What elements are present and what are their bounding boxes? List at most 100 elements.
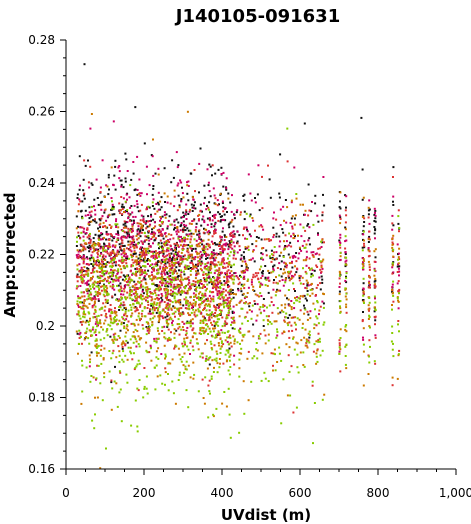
data-point [202, 295, 205, 298]
data-point [362, 282, 365, 285]
data-point [223, 213, 226, 216]
data-point [147, 231, 150, 234]
data-point [161, 315, 164, 318]
data-point [277, 289, 280, 292]
data-point [78, 155, 81, 158]
data-point [199, 329, 202, 332]
data-point [314, 308, 316, 311]
data-point [218, 276, 221, 279]
data-point [208, 379, 211, 382]
data-point [260, 224, 263, 227]
data-point [205, 254, 207, 257]
data-point [291, 255, 294, 258]
data-point [178, 206, 181, 209]
data-point [344, 194, 347, 197]
data-point [97, 242, 100, 244]
data-point [123, 279, 126, 282]
data-point [294, 296, 296, 299]
data-point [256, 357, 259, 360]
data-point [166, 201, 169, 204]
data-point [194, 207, 197, 210]
data-point [128, 257, 130, 260]
data-point [161, 276, 164, 278]
data-point [189, 324, 192, 327]
data-point [255, 274, 258, 277]
data-point [85, 232, 88, 234]
data-point [211, 262, 214, 265]
data-point [301, 295, 304, 298]
data-point [178, 353, 181, 356]
data-point [173, 257, 176, 260]
data-point [192, 280, 195, 283]
data-point [151, 205, 154, 207]
data-point [119, 388, 122, 391]
data-point [209, 211, 211, 214]
data-point [228, 301, 231, 304]
data-point [215, 256, 218, 259]
data-point [170, 285, 173, 288]
data-point [212, 187, 215, 190]
data-point [132, 245, 135, 248]
data-point [344, 209, 347, 212]
data-point [150, 296, 153, 299]
data-point [275, 258, 278, 261]
data-point [267, 380, 270, 383]
data-point [109, 245, 111, 248]
data-point [143, 257, 146, 260]
data-point [205, 357, 208, 360]
data-point [391, 222, 394, 225]
data-point [176, 283, 179, 286]
data-point [122, 197, 125, 200]
data-point [95, 178, 98, 181]
data-point [190, 259, 193, 262]
data-point [268, 255, 271, 258]
data-point [195, 239, 198, 242]
data-point [156, 263, 159, 266]
axes: 0.160.180.20.220.240.260.280 200 400 600 800… [28, 33, 471, 500]
data-point [363, 245, 366, 248]
data-point [163, 278, 165, 280]
data-point [141, 295, 144, 298]
data-point [338, 270, 341, 273]
data-point [311, 254, 314, 256]
data-point [183, 226, 186, 228]
data-point [201, 356, 204, 359]
data-point [294, 265, 296, 268]
data-point [220, 294, 223, 297]
data-point [104, 285, 107, 288]
data-point [258, 225, 261, 228]
data-point [154, 284, 157, 287]
data-point [319, 340, 321, 343]
data-point [276, 334, 279, 337]
data-point [154, 225, 157, 228]
data-point [202, 215, 205, 218]
data-point [221, 258, 224, 261]
data-point [152, 233, 155, 236]
data-point [167, 285, 170, 288]
data-point [132, 172, 135, 175]
data-point [82, 274, 85, 277]
data-point [177, 285, 180, 288]
data-point [171, 321, 173, 324]
data-point [102, 248, 105, 251]
data-point [283, 320, 286, 323]
data-point [197, 219, 200, 222]
data-point [161, 248, 164, 251]
data-point [211, 235, 214, 238]
data-point [97, 364, 100, 367]
data-point [151, 283, 154, 286]
data-point [121, 347, 124, 350]
data-point [186, 181, 188, 184]
data-point [219, 248, 222, 250]
data-point [79, 184, 81, 187]
data-point [319, 247, 322, 250]
data-point [88, 289, 91, 292]
data-point [177, 301, 180, 303]
data-point [145, 326, 148, 328]
data-point [79, 276, 82, 278]
data-point [293, 254, 296, 257]
data-point [213, 358, 216, 361]
data-point [77, 231, 80, 234]
data-point [233, 363, 236, 366]
data-point [129, 350, 132, 353]
